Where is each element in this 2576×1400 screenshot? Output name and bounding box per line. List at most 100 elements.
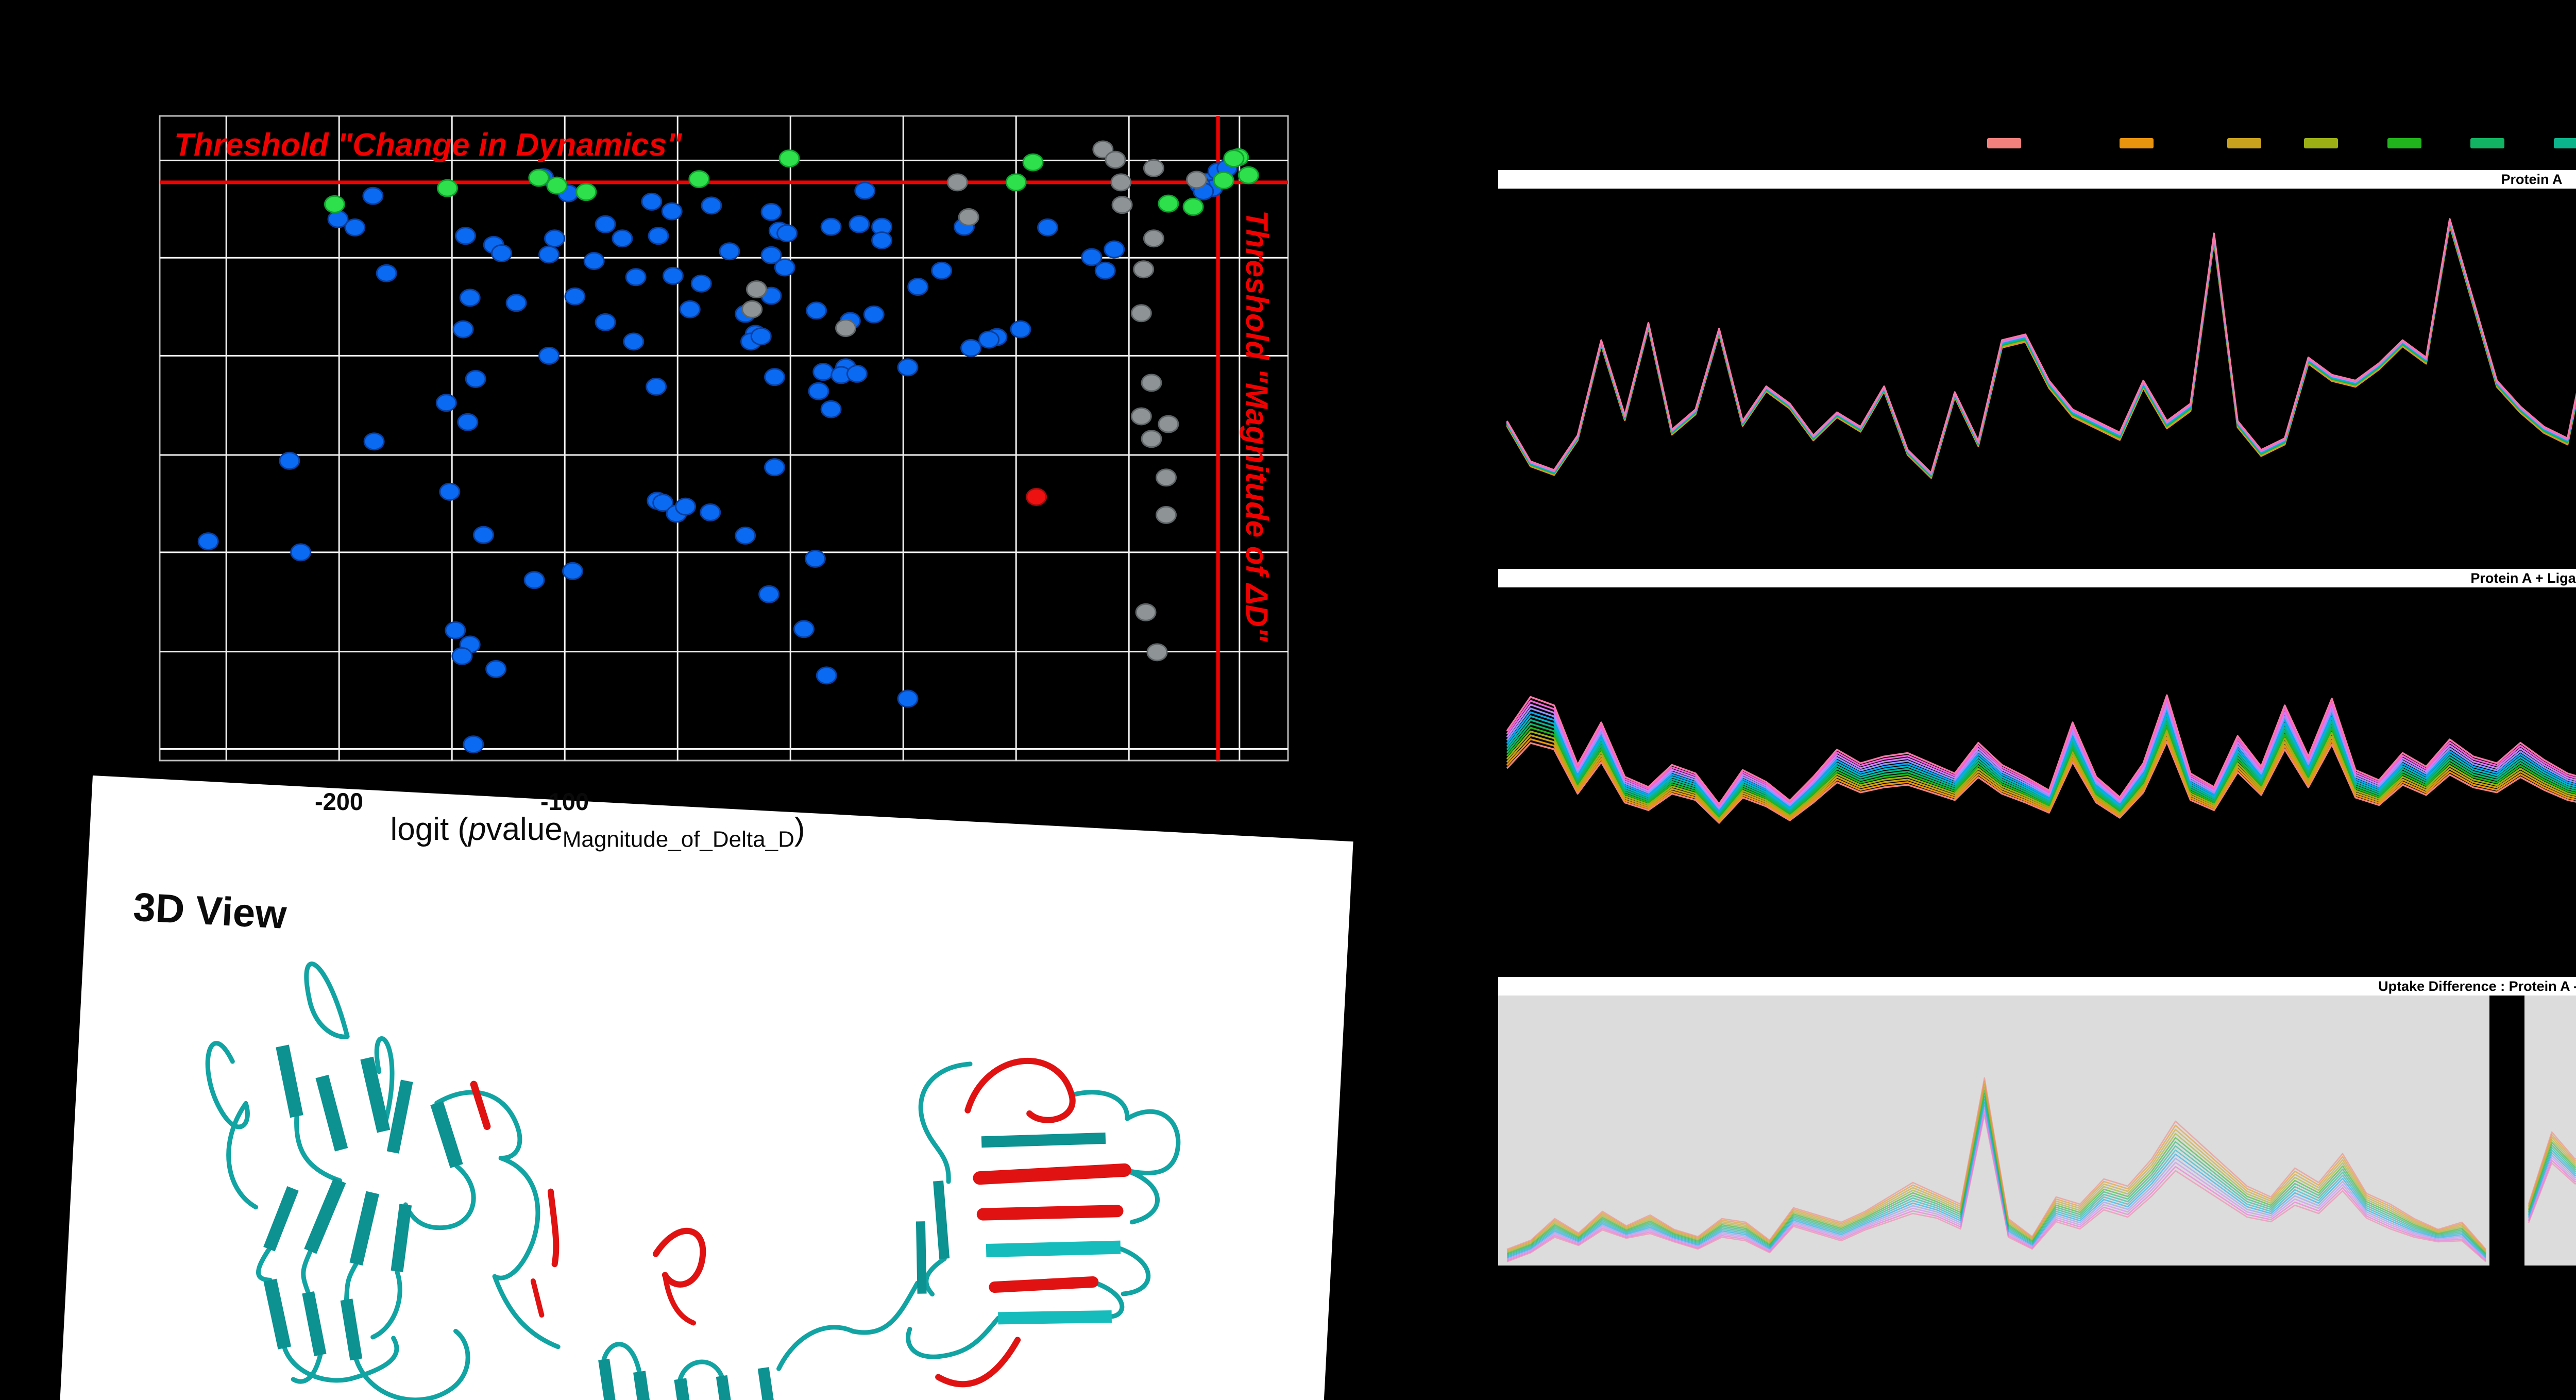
volcano-point-blue[interactable]	[1094, 261, 1116, 280]
volcano-point-red[interactable]	[1026, 487, 1047, 506]
legend-swatch[interactable]	[2304, 138, 2338, 148]
legend-swatch[interactable]	[2554, 138, 2576, 148]
volcano-point-gray[interactable]	[1146, 643, 1168, 662]
volcano-point-blue[interactable]	[690, 274, 712, 293]
volcano-point-blue[interactable]	[931, 261, 953, 280]
volcano-point-blue[interactable]	[758, 585, 780, 603]
volcano-point-gray[interactable]	[1135, 603, 1157, 621]
volcano-point-blue[interactable]	[454, 227, 476, 245]
volcano-point-blue[interactable]	[806, 301, 827, 320]
volcano-point-blue[interactable]	[505, 294, 527, 312]
volcano-point-blue[interactable]	[735, 526, 756, 545]
volcano-point-gray[interactable]	[1130, 407, 1152, 426]
volcano-point-blue[interactable]	[491, 244, 513, 262]
volcano-point-gray[interactable]	[1143, 229, 1164, 248]
volcano-point-gray[interactable]	[1133, 260, 1155, 279]
volcano-point-blue[interactable]	[820, 217, 842, 236]
volcano-point-blue[interactable]	[907, 278, 929, 296]
volcano-point-blue[interactable]	[776, 224, 798, 243]
volcano-point-green[interactable]	[436, 179, 458, 197]
volcano-point-green[interactable]	[688, 170, 710, 189]
volcano-point-blue[interactable]	[595, 215, 616, 233]
uptake-panel[interactable]	[1506, 218, 2576, 519]
volcano-point-blue[interactable]	[700, 503, 721, 521]
volcano-point-green[interactable]	[324, 195, 345, 213]
uptake-panel[interactable]	[1506, 658, 2576, 824]
volcano-point-blue[interactable]	[279, 451, 300, 470]
volcano-point-blue[interactable]	[564, 287, 586, 306]
volcano-point-gray[interactable]	[1141, 430, 1162, 448]
volcano-point-blue[interactable]	[445, 621, 466, 639]
volcano-point-blue[interactable]	[675, 497, 697, 516]
volcano-point-blue[interactable]	[457, 413, 479, 431]
volcano-point-blue[interactable]	[538, 346, 560, 365]
volcano-point-blue[interactable]	[641, 192, 663, 211]
legend-swatch[interactable]	[2470, 138, 2504, 148]
uptake-difference-panel[interactable]	[1498, 996, 2576, 1266]
volcano-point-blue[interactable]	[960, 339, 982, 357]
volcano-point-gray[interactable]	[1141, 374, 1162, 392]
volcano-point-gray[interactable]	[1130, 304, 1152, 323]
volcano-point-blue[interactable]	[344, 218, 366, 237]
panel-3d-view[interactable]: 3D View	[55, 775, 1353, 1400]
volcano-point-blue[interactable]	[452, 320, 474, 339]
volcano-point-green[interactable]	[1223, 149, 1245, 168]
volcano-point-blue[interactable]	[544, 229, 565, 248]
volcano-point-gray[interactable]	[1143, 159, 1164, 177]
volcano-point-blue[interactable]	[978, 330, 1000, 349]
volcano-point-blue[interactable]	[750, 327, 772, 346]
volcano-point-gray[interactable]	[1111, 196, 1133, 214]
volcano-point-blue[interactable]	[1081, 248, 1103, 266]
volcano-point-blue[interactable]	[774, 258, 795, 277]
volcano-point-blue[interactable]	[804, 549, 826, 568]
volcano-point-blue[interactable]	[662, 266, 684, 285]
volcano-point-gray[interactable]	[1110, 173, 1132, 192]
volcano-point-gray[interactable]	[946, 173, 968, 192]
volcano-point-blue[interactable]	[812, 363, 834, 381]
volcano-point-blue[interactable]	[701, 196, 722, 215]
volcano-point-blue[interactable]	[1104, 240, 1125, 259]
volcano-point-green[interactable]	[546, 176, 568, 195]
volcano-point-blue[interactable]	[362, 187, 384, 205]
volcano-point-blue[interactable]	[435, 394, 457, 412]
legend-swatch[interactable]	[2387, 138, 2421, 148]
volcano-point-blue[interactable]	[719, 242, 740, 261]
volcano-point-green[interactable]	[1182, 197, 1204, 216]
volcano-point-blue[interactable]	[661, 202, 683, 221]
volcano-point-green[interactable]	[575, 183, 597, 201]
volcano-point-gray[interactable]	[1158, 415, 1179, 433]
volcano-point-gray[interactable]	[741, 300, 763, 318]
volcano-point-blue[interactable]	[646, 377, 667, 396]
volcano-point-blue[interactable]	[363, 432, 385, 451]
volcano-point-blue[interactable]	[625, 268, 647, 286]
volcano-point-green[interactable]	[1005, 173, 1027, 192]
volcano-point-blue[interactable]	[583, 251, 605, 270]
volcano-point-blue[interactable]	[523, 571, 545, 589]
volcano-point-blue[interactable]	[612, 229, 633, 248]
volcano-point-blue[interactable]	[764, 458, 786, 477]
volcano-point-blue[interactable]	[816, 666, 837, 685]
volcano-point-blue[interactable]	[538, 245, 560, 264]
volcano-point-blue[interactable]	[652, 494, 674, 512]
volcano-point-gray[interactable]	[1186, 171, 1208, 189]
volcano-point-gray[interactable]	[1155, 468, 1177, 487]
volcano-point-green[interactable]	[778, 149, 800, 168]
volcano-point-green[interactable]	[1238, 166, 1259, 184]
volcano-point-blue[interactable]	[897, 689, 919, 708]
legend-swatch[interactable]	[1987, 138, 2021, 148]
volcano-point-blue[interactable]	[897, 358, 919, 377]
volcano-point-gray[interactable]	[835, 319, 857, 338]
legend-swatch[interactable]	[2120, 138, 2154, 148]
volcano-plot[interactable]	[159, 115, 1289, 762]
volcano-point-gray[interactable]	[1155, 505, 1177, 524]
volcano-point-blue[interactable]	[197, 532, 219, 551]
volcano-point-blue[interactable]	[854, 181, 876, 200]
volcano-point-blue[interactable]	[808, 382, 829, 400]
legend-swatch[interactable]	[2227, 138, 2261, 148]
volcano-point-gray[interactable]	[958, 208, 979, 226]
volcano-point-blue[interactable]	[863, 305, 885, 324]
volcano-point-blue[interactable]	[1010, 320, 1031, 339]
volcano-point-blue[interactable]	[473, 526, 495, 544]
volcano-point-blue[interactable]	[871, 231, 893, 249]
protein-ribbon[interactable]	[55, 775, 1353, 1400]
